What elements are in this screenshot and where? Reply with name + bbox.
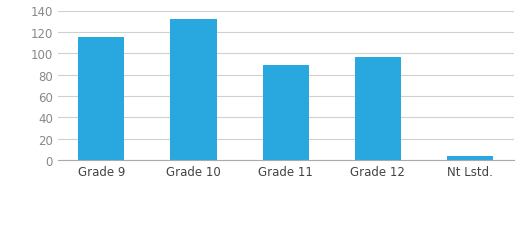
Bar bbox=[263, 66, 309, 160]
Bar bbox=[355, 58, 401, 160]
Bar bbox=[79, 38, 124, 160]
Bar bbox=[170, 20, 216, 160]
Bar bbox=[447, 156, 493, 160]
